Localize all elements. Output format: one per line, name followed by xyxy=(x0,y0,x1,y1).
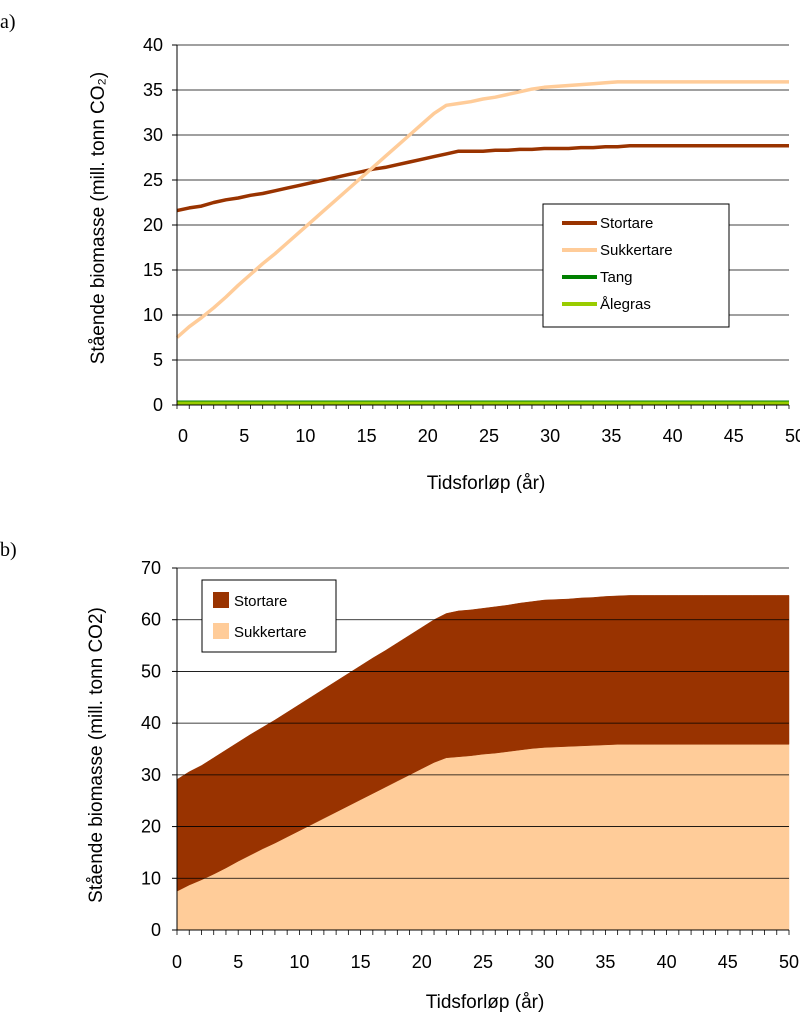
panel-a-y-tick-label: 35 xyxy=(143,80,163,100)
panel-b-x-tick-label: 50 xyxy=(779,952,799,972)
legend-label-sukkertare: Sukkertare xyxy=(234,624,307,641)
panel-a-y-tick-label: 20 xyxy=(143,215,163,235)
panel-b-legend: Stortare Sukkertare xyxy=(201,579,337,653)
panel-a-x-tick-label: 20 xyxy=(418,426,438,446)
panel-b-x-axis-title: Tidsforløp (år) xyxy=(426,992,545,1013)
panel-a-legend: Stortare Sukkertare Tang Ålegras xyxy=(542,203,730,328)
panel-b-x-tick-label: 10 xyxy=(289,952,309,972)
panel-a-x-tick-label: 25 xyxy=(479,426,499,446)
panel-a-x-tick-label: 45 xyxy=(724,426,744,446)
panel-a-y-tick-label: 40 xyxy=(143,35,163,55)
panel-a-x-tick-label: 40 xyxy=(663,426,683,446)
panel-b-x-tick-label: 40 xyxy=(657,952,677,972)
panel-a-axes xyxy=(172,44,790,409)
panel-b-y-tick-label: 40 xyxy=(141,713,161,733)
panel-a-x-tick-label: 5 xyxy=(239,426,249,446)
panel-a-x-tick-label: 0 xyxy=(178,426,188,446)
legend-label-stortare: Stortare xyxy=(600,215,653,232)
panel-b-x-tick-label: 5 xyxy=(233,952,243,972)
panel-a-y-tick-label: 10 xyxy=(143,305,163,325)
panel-b-y-tick-label: 10 xyxy=(141,868,161,888)
panel-a-y-tick-label: 30 xyxy=(143,125,163,145)
panel-a-y-tick-label: 25 xyxy=(143,170,163,190)
panel-b-x-tick-label: 25 xyxy=(473,952,493,972)
panel-b-label: b) xyxy=(0,539,17,561)
panel-a-x-tick-label: 50 xyxy=(785,426,800,446)
panel-b-x-tick-label: 20 xyxy=(412,952,432,972)
panel-b-x-tick-label: 30 xyxy=(534,952,554,972)
panel-b-x-tick-label: 0 xyxy=(172,952,182,972)
panel-b-x-tick-label: 15 xyxy=(351,952,371,972)
panel-b-y-tick-label: 50 xyxy=(141,661,161,681)
panel-a-y-axis-title: Stående biomasse (mill. tonn CO₂) xyxy=(88,72,109,365)
legend-swatch-sukkertare xyxy=(213,623,229,639)
legend-label-sukkertare: Sukkertare xyxy=(600,242,673,259)
panel-a-x-tick-label: 15 xyxy=(357,426,377,446)
panel-a-y-tick-label: 15 xyxy=(143,260,163,280)
panel-a-x-tick-label: 35 xyxy=(601,426,621,446)
panel-a-x-tick-label: 10 xyxy=(295,426,315,446)
panel-b-y-tick-label: 30 xyxy=(141,765,161,785)
panel-a: a) 0 5 10 15 20 25 30 35 40 0 5 10 15 20 25 30 35 40 45 50… xyxy=(0,11,800,494)
panel-a-x-tick-label: 30 xyxy=(540,426,560,446)
panel-a-y-tick-label: 5 xyxy=(153,350,163,370)
panel-b-x-tick-label: 45 xyxy=(718,952,738,972)
panel-a-series xyxy=(175,80,789,405)
series-line-stortare xyxy=(176,144,789,213)
panel-b-y-tick-label: 70 xyxy=(141,558,161,578)
panel-a-x-axis-title: Tidsforløp (år) xyxy=(427,473,546,494)
panel-b-y-tick-label: 0 xyxy=(151,920,161,940)
panel-b-y-tick-labels: 0 10 20 30 40 50 60 70 xyxy=(141,558,161,940)
panel-b-axes xyxy=(172,567,790,935)
panel-a-y-tick-label: 0 xyxy=(153,395,163,415)
panel-b-y-tick-label: 20 xyxy=(141,817,161,837)
panel-a-y-tick-labels: 0 5 10 15 20 25 30 35 40 xyxy=(143,35,163,415)
panel-b-y-tick-label: 60 xyxy=(141,610,161,630)
panel-b-x-tick-labels: 0 5 10 15 20 25 30 35 40 45 50 xyxy=(172,952,799,972)
panel-a-label: a) xyxy=(0,11,16,33)
panel-b-gridlines xyxy=(177,567,789,879)
series-area-stortare xyxy=(176,595,790,892)
legend-label-alegras: Ålegras xyxy=(600,296,651,313)
legend-swatch-stortare xyxy=(213,592,229,608)
legend-label-tang: Tang xyxy=(600,269,633,286)
panel-a-x-tick-labels: 0 5 10 15 20 25 30 35 40 45 50 xyxy=(178,426,800,446)
series-line-sukkertare xyxy=(175,80,789,339)
panel-b-x-tick-label: 35 xyxy=(595,952,615,972)
panel-b-legend-box xyxy=(201,579,337,653)
panel-a-gridlines xyxy=(177,44,789,361)
legend-label-stortare: Stortare xyxy=(234,593,287,610)
panel-b-y-axis-title: Stående biomasse (mill. tonn CO2) xyxy=(86,607,107,903)
